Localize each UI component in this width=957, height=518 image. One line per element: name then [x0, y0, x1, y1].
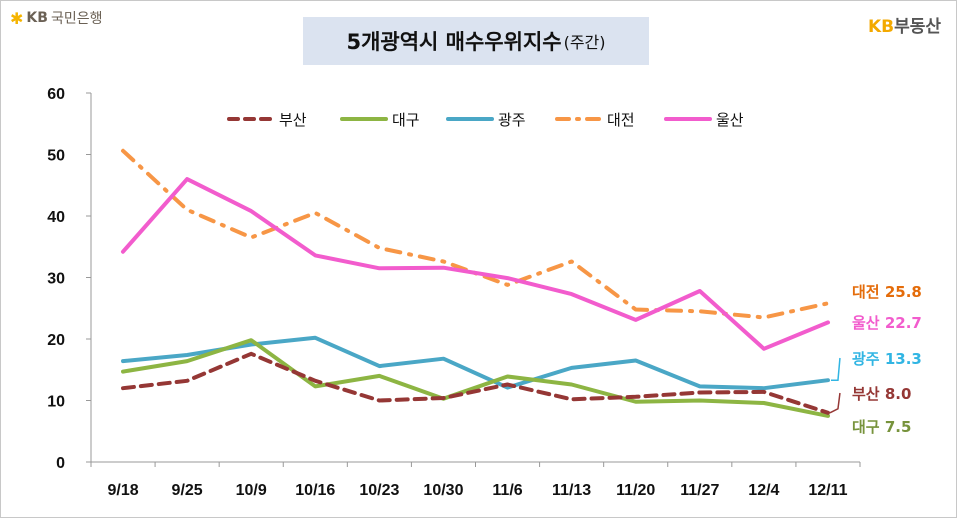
y-tick-label: 20 [47, 332, 65, 349]
kb-realestate-kb: KB [867, 17, 895, 37]
series-line-대구 [121, 338, 830, 418]
x-tick-label: 10/23 [359, 482, 399, 499]
kb-realestate-logo: KB부동산 [868, 12, 941, 37]
x-tick-label: 10/16 [295, 482, 335, 499]
y-tick-label: 50 [47, 148, 65, 165]
x-tick-label: 11/13 [552, 482, 591, 499]
end-label-대구: 대구 7.5 [852, 418, 911, 436]
kb-logo-text: KB [26, 10, 48, 26]
end-label-대전: 대전 25.8 [852, 283, 922, 301]
chart-title-box: 5개광역시 매수우위지수 (주간) [303, 17, 649, 65]
x-tick-label: 10/30 [423, 482, 463, 499]
legend-label-울산: 울산 [716, 111, 744, 129]
y-tick-label: 40 [47, 209, 65, 226]
series-line-부산 [121, 351, 830, 415]
x-tick-label: 10/9 [236, 482, 267, 499]
x-tick-label: 9/25 [172, 482, 203, 499]
series-line-울산 [121, 177, 830, 351]
legend-label-대전: 대전 [607, 111, 635, 129]
x-tick-label: 11/6 [492, 482, 522, 499]
end-label-부산: 부산 8.0 [852, 385, 911, 403]
x-tick-label: 12/11 [808, 482, 847, 499]
y-tick-label: 30 [47, 271, 65, 288]
end-label-광주: 광주 13.3 [852, 350, 922, 368]
legend-label-부산: 부산 [279, 111, 307, 129]
x-tick-label: 12/4 [748, 482, 779, 499]
x-tick-label: 11/20 [616, 482, 655, 499]
chart-title: 5개광역시 매수우위지수 [346, 30, 562, 54]
series-line-광주 [121, 335, 830, 391]
kb-bank-name: 국민은행 [50, 11, 103, 27]
series-line-대전 [121, 148, 830, 320]
kb-bank-logo: ✱ KB 국민은행 [10, 8, 102, 28]
leader-line-광주 [830, 357, 841, 381]
x-tick-label: 9/18 [107, 482, 138, 499]
end-label-울산: 울산 22.7 [852, 314, 922, 332]
y-tick-label: 10 [47, 394, 65, 411]
chart-subtitle: (주간) [563, 33, 606, 52]
legend-label-광주: 광주 [498, 111, 526, 129]
legend-label-대구: 대구 [392, 111, 420, 129]
kb-realestate-name: 부동산 [894, 17, 941, 37]
y-tick-label: 60 [47, 86, 65, 103]
y-tick-label: 0 [56, 455, 65, 472]
leader-line-부산 [829, 392, 841, 414]
x-tick-label: 11/27 [680, 482, 719, 499]
kb-star-icon: ✱ [10, 8, 24, 28]
